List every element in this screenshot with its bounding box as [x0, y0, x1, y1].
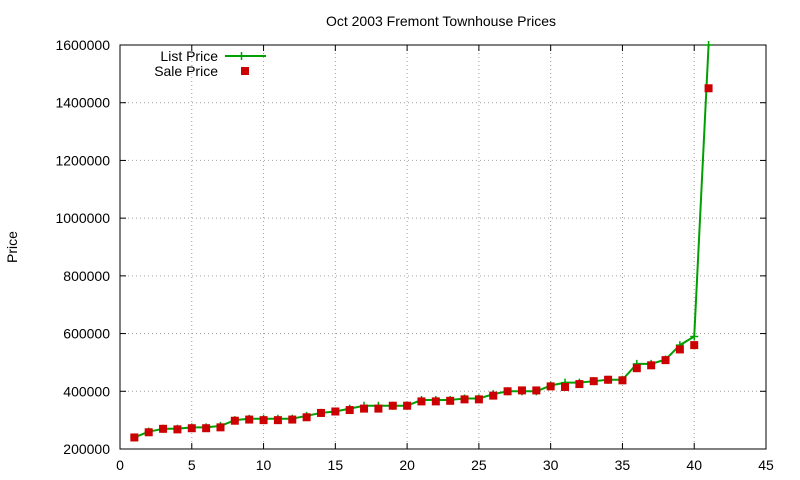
x-tick-label: 15	[328, 457, 344, 473]
x-tick-label: 20	[399, 457, 415, 473]
sale-price-point	[561, 382, 570, 391]
sale-price-point	[331, 407, 340, 416]
sale-price-point	[288, 415, 297, 424]
sale-price-point	[245, 415, 254, 424]
sale-price-point	[647, 361, 656, 370]
sale-price-point	[403, 401, 412, 410]
legend-marker-list-price	[237, 52, 246, 60]
sale-price-point	[388, 401, 397, 410]
sale-price-point	[216, 423, 225, 432]
axis-ticks: 0 5 10 15 20 25 30 35 40 45 200000 400000 600000 8000…	[55, 37, 774, 473]
sale-price-point	[546, 382, 555, 391]
sale-price-point	[575, 380, 584, 389]
sale-price-point	[417, 397, 426, 406]
sale-price-point	[273, 416, 282, 425]
y-tick-label: 200000	[63, 441, 110, 457]
sale-price-point	[202, 424, 211, 433]
legend: List Price Sale Price	[154, 48, 266, 79]
sale-price-point	[302, 413, 311, 422]
x-tick-label: 0	[116, 457, 124, 473]
legend-label-list-price: List Price	[160, 48, 218, 64]
sale-price-point	[173, 425, 182, 434]
sale-price-point	[431, 397, 440, 406]
sale-price-point	[374, 404, 383, 413]
sale-price-point	[144, 428, 153, 437]
y-tick-label: 400000	[63, 383, 110, 399]
y-axis-label: Price	[4, 231, 20, 263]
sale-price-point	[517, 386, 526, 395]
y-tick-label: 1200000	[55, 152, 110, 168]
x-tick-label: 35	[615, 457, 631, 473]
y-tick-label: 600000	[63, 326, 110, 342]
sale-price-point	[589, 377, 598, 386]
y-tick-label: 800000	[63, 268, 110, 284]
plot-frame	[119, 44, 767, 450]
sale-price-point	[187, 424, 196, 433]
sale-price-point	[632, 364, 641, 373]
y-tick-label: 1600000	[55, 37, 110, 53]
sale-price-point	[230, 416, 239, 425]
sale-price-point	[130, 433, 139, 442]
sale-price-point	[661, 356, 670, 365]
list-price-point	[704, 41, 713, 49]
sale-price-point	[704, 84, 713, 93]
x-tick-label: 10	[256, 457, 272, 473]
sale-price-point	[489, 391, 498, 400]
chart-title: Oct 2003 Fremont Townhouse Prices	[326, 13, 556, 29]
sale-price-point	[259, 416, 268, 425]
sale-price-point	[474, 395, 483, 404]
legend-swatch-sale-price	[241, 67, 249, 75]
sale-price-point	[675, 345, 684, 354]
sale-price-point	[690, 341, 699, 350]
x-tick-label: 5	[188, 457, 196, 473]
sale-price-point	[360, 404, 369, 413]
sale-price-point	[345, 406, 354, 415]
series-layer	[130, 41, 713, 442]
sale-price-point	[316, 408, 325, 417]
x-tick-label: 30	[543, 457, 559, 473]
x-tick-label: 45	[758, 457, 774, 473]
sale-price-point	[159, 424, 168, 433]
sale-price-point	[532, 386, 541, 395]
sale-price-point	[604, 375, 613, 384]
sale-price-point	[503, 387, 512, 396]
sale-price-point	[460, 395, 469, 404]
sale-price-point	[618, 376, 627, 385]
y-tick-label: 1400000	[55, 95, 110, 111]
legend-label-sale-price: Sale Price	[154, 63, 218, 79]
list-price-point	[690, 332, 699, 341]
sale-price-point	[446, 396, 455, 405]
y-tick-label: 1000000	[55, 210, 110, 226]
x-tick-label: 25	[471, 457, 487, 473]
x-tick-label: 40	[686, 457, 702, 473]
